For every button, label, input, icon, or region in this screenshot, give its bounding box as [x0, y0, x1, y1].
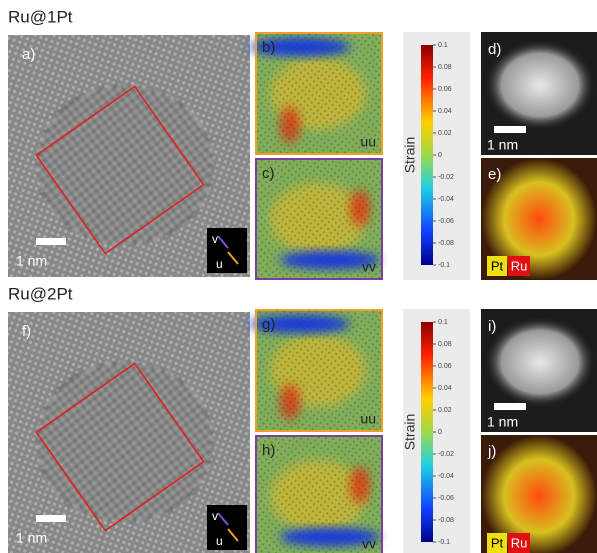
section-title: Ru@2Pt [8, 284, 73, 303]
colorbar-tick-label: 0.02 [438, 130, 452, 137]
scale-bar-label: 1 nm [487, 414, 518, 430]
colorbar-tick-label: -0.06 [438, 495, 454, 502]
scale-bar-label: 1 nm [16, 253, 47, 269]
haadf-image: d) 1 nm [481, 32, 597, 155]
section: Ru@2Pt f) 1 nm vu g) uu h) vv Strain 0.1 0.08 0.06 0… [8, 284, 597, 553]
colorbar-tick-label: 0 [438, 152, 442, 159]
panel-label: f) [22, 323, 31, 340]
panel-label: g) [262, 316, 275, 333]
colorbar-tick-label: 0.1 [438, 42, 448, 49]
figure: Ru@1Pta)1 nmvub)uuc)vvStrain0.10.080.060… [0, 0, 597, 553]
strain-map: c) vv [255, 158, 383, 280]
colorbar-tick-label: 0.1 [438, 319, 448, 326]
colorbar-tick-label: 0.02 [438, 407, 452, 414]
panel-label: h) [262, 442, 275, 459]
section: Ru@1Pt a) 1 nm vu b) uu c) vv Strain 0.1 0.08 0.06 0… [8, 7, 597, 280]
scale-bar [494, 403, 526, 410]
haadf-particle [485, 317, 595, 407]
colorbar-tick-label: 0.04 [438, 108, 452, 115]
legend-pt: Pt [491, 535, 504, 550]
colorbar-tick-label: 0.04 [438, 385, 452, 392]
section-title: Ru@1Pt [8, 7, 73, 26]
strain-component: vv [362, 536, 376, 552]
colorbar-gradient [421, 45, 433, 265]
colorbar: Strain 0.1 0.08 0.06 0.04 0.02 0 -0.02 -0.04 -0.0… [402, 32, 470, 280]
eds-map: e) Pt Ru [481, 158, 597, 280]
panel-label: i) [488, 318, 496, 335]
scale-bar [36, 515, 66, 522]
colorbar-tick-label: -0.04 [438, 196, 454, 203]
colorbar-tick-label: 0.08 [438, 64, 452, 71]
scale-bar [494, 126, 526, 133]
scale-bar-label: 1 nm [487, 137, 518, 153]
haadf-particle [485, 40, 595, 130]
page: Ru@1Pta)1 nmvub)uuc)vvStrain0.10.080.060… [0, 0, 597, 553]
panel-label: b) [262, 39, 275, 56]
scale-bar-label: 1 nm [16, 530, 47, 546]
panel-label: e) [488, 166, 501, 183]
strain-map: h) vv [255, 435, 383, 553]
strain-component: uu [360, 411, 376, 427]
colorbar-tick-label: -0.06 [438, 218, 454, 225]
colorbar-tick-label: -0.08 [438, 240, 454, 247]
panel-label: d) [488, 41, 501, 58]
axis-u-label: u [216, 534, 223, 548]
strain-map: b) uu [250, 32, 383, 155]
strain-component: uu [360, 134, 376, 150]
eds-map: j) Pt Ru [481, 435, 597, 553]
legend-pt: Pt [491, 258, 504, 273]
colorbar-tick-label: -0.02 [438, 174, 454, 181]
legend-ru: Ru [511, 535, 528, 550]
colorbar-title: Strain [402, 137, 418, 174]
colorbar-tick-label: 0.06 [438, 363, 452, 370]
colorbar-tick-label: -0.02 [438, 451, 454, 458]
colorbar-tick-label: -0.1 [438, 539, 450, 546]
tem-crystal [37, 85, 213, 245]
colorbar: Strain 0.1 0.08 0.06 0.04 0.02 0 -0.02 -0.04 -0.0… [402, 309, 470, 553]
panel-label: a) [22, 46, 35, 63]
tem-image: f) 1 nm vu [8, 312, 250, 553]
colorbar-tick-label: -0.1 [438, 262, 450, 269]
colorbar-tick-label: -0.04 [438, 473, 454, 480]
panel-label: c) [262, 165, 275, 182]
colorbar-tick-label: 0 [438, 429, 442, 436]
colorbar-gradient [421, 322, 433, 542]
colorbar-tick-label: -0.08 [438, 517, 454, 524]
haadf-image: i) 1 nm [481, 309, 597, 432]
panel-label: j) [487, 443, 496, 460]
strain-map: g) uu [250, 309, 383, 432]
axis-u-label: u [216, 257, 223, 271]
tem-image: a) 1 nm vu [8, 35, 250, 277]
colorbar-title: Strain [402, 414, 418, 451]
colorbar-tick-label: 0.06 [438, 86, 452, 93]
legend-ru: Ru [511, 258, 528, 273]
axis-v-label: v [212, 509, 218, 523]
tem-crystal [37, 362, 213, 522]
axis-v-label: v [212, 232, 218, 246]
colorbar-tick-label: 0.08 [438, 341, 452, 348]
strain-component: vv [362, 259, 376, 275]
scale-bar [36, 238, 66, 245]
